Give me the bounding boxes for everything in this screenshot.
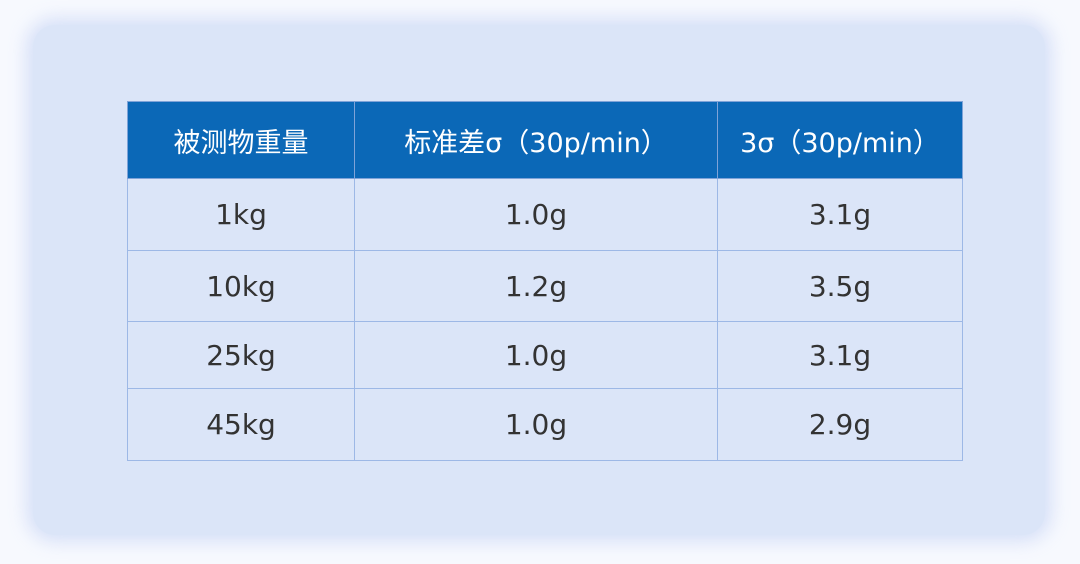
header-std-dev: 标准差σ（30p/min）: [354, 101, 718, 179]
table-row: 25kg 1.0g 3.1g: [127, 321, 963, 389]
cell-weight: 10kg: [127, 250, 355, 322]
header-3sigma: 3σ（30p/min）: [717, 101, 963, 179]
table-row: 45kg 1.0g 2.9g: [127, 388, 963, 461]
table-row: 10kg 1.2g 3.5g: [127, 250, 963, 322]
cell-weight: 1kg: [127, 178, 355, 251]
cell-std-dev: 1.0g: [354, 321, 718, 389]
cell-3sigma: 3.1g: [717, 321, 963, 389]
table-row: 1kg 1.0g 3.1g: [127, 178, 963, 251]
cell-std-dev: 1.2g: [354, 250, 718, 322]
cell-3sigma: 3.5g: [717, 250, 963, 322]
cell-3sigma: 3.1g: [717, 178, 963, 251]
cell-weight: 45kg: [127, 388, 355, 461]
cell-3sigma: 2.9g: [717, 388, 963, 461]
cell-std-dev: 1.0g: [354, 388, 718, 461]
header-row: 被测物重量 标准差σ（30p/min） 3σ（30p/min）: [127, 101, 963, 179]
cell-weight: 25kg: [127, 321, 355, 389]
cell-std-dev: 1.0g: [354, 178, 718, 251]
data-table: 被测物重量 标准差σ（30p/min） 3σ（30p/min） 1kg 1.0g 3…: [127, 101, 963, 461]
header-weight: 被测物重量: [127, 101, 355, 179]
